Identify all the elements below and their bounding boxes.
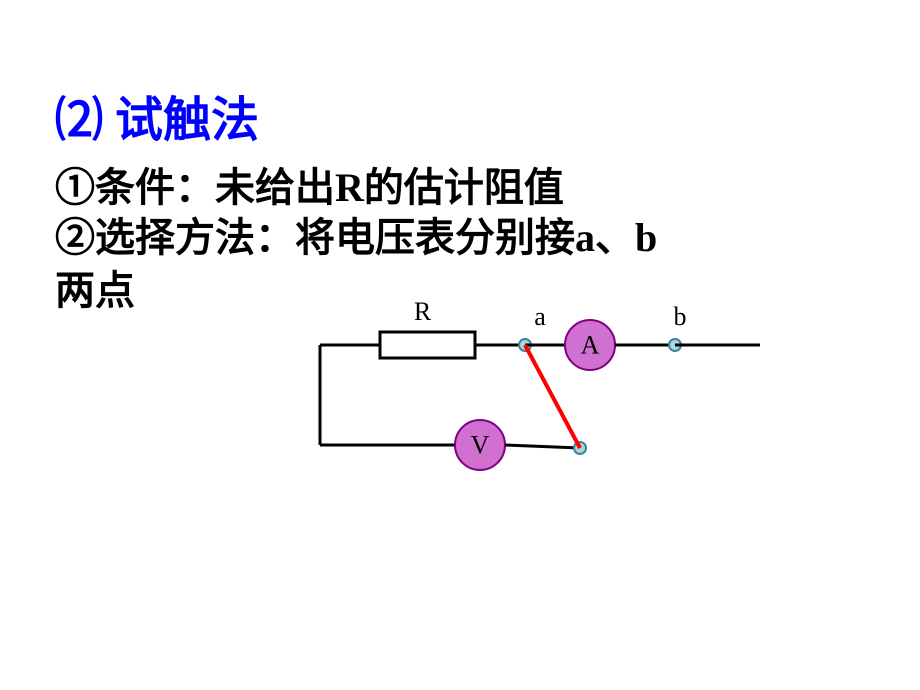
label-r: R [414, 297, 432, 326]
voltmeter-label: V [471, 431, 490, 460]
label-a: a [534, 302, 546, 331]
ammeter-label: A [581, 331, 600, 360]
method-line-2: 两点 [55, 258, 135, 316]
method-line-1: ②选择方法：将电压表分别接a、b [55, 205, 657, 263]
circuit-diagram: A V R a b [300, 290, 770, 490]
section-heading: ⑵ 试触法 [55, 80, 259, 150]
resistor-box [380, 332, 475, 358]
wire-bottom-right [505, 445, 580, 448]
label-b: b [674, 302, 687, 331]
